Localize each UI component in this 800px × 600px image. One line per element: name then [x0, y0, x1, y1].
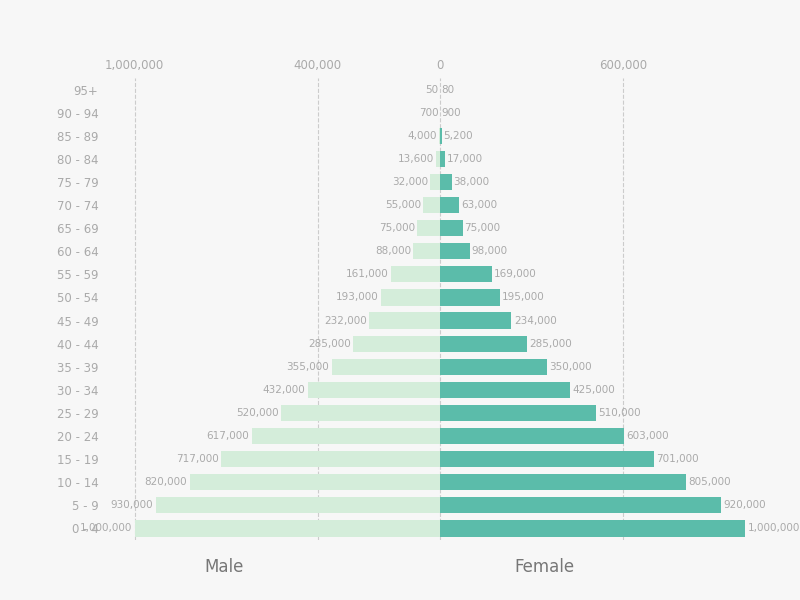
Text: Female: Female	[514, 558, 574, 576]
Text: 88,000: 88,000	[375, 246, 411, 256]
Bar	[413, 243, 440, 259]
Bar	[440, 428, 624, 444]
Text: 603,000: 603,000	[626, 431, 670, 441]
Bar	[156, 497, 440, 514]
Bar	[440, 243, 470, 259]
Text: 1,000,000: 1,000,000	[748, 523, 800, 533]
Bar	[440, 405, 596, 421]
Bar	[440, 266, 492, 283]
Text: 75,000: 75,000	[465, 223, 501, 233]
Bar	[440, 174, 452, 190]
Bar	[381, 289, 440, 305]
Bar	[190, 474, 440, 490]
Text: 425,000: 425,000	[572, 385, 615, 395]
Text: 700: 700	[418, 107, 438, 118]
Text: 193,000: 193,000	[336, 292, 378, 302]
Bar	[440, 151, 445, 167]
Text: 75,000: 75,000	[379, 223, 415, 233]
Bar	[438, 128, 440, 144]
Text: 701,000: 701,000	[657, 454, 699, 464]
Text: 520,000: 520,000	[236, 408, 278, 418]
Bar	[423, 197, 440, 213]
Text: 285,000: 285,000	[530, 338, 572, 349]
Text: 1,000,000: 1,000,000	[80, 523, 132, 533]
Text: 355,000: 355,000	[286, 362, 329, 372]
Bar	[251, 428, 440, 444]
Bar	[440, 335, 527, 352]
Bar	[353, 335, 440, 352]
Text: 617,000: 617,000	[206, 431, 249, 441]
Bar	[417, 220, 440, 236]
Text: 50: 50	[426, 85, 438, 95]
Bar	[391, 266, 440, 283]
Bar	[369, 313, 440, 329]
Bar	[134, 520, 440, 536]
Text: 98,000: 98,000	[471, 246, 507, 256]
Text: 285,000: 285,000	[308, 338, 350, 349]
Text: 161,000: 161,000	[346, 269, 388, 280]
Text: 232,000: 232,000	[324, 316, 366, 326]
Text: 55,000: 55,000	[386, 200, 422, 210]
Text: 930,000: 930,000	[111, 500, 154, 511]
Bar	[440, 359, 547, 375]
Text: Male: Male	[204, 558, 244, 576]
Bar	[436, 151, 440, 167]
Text: 38,000: 38,000	[453, 177, 490, 187]
Text: 350,000: 350,000	[550, 362, 592, 372]
Text: 32,000: 32,000	[393, 177, 429, 187]
Text: 900: 900	[442, 107, 462, 118]
Bar	[440, 197, 459, 213]
Bar	[440, 220, 463, 236]
Text: 195,000: 195,000	[502, 292, 545, 302]
Text: 717,000: 717,000	[176, 454, 218, 464]
Text: 234,000: 234,000	[514, 316, 557, 326]
Text: 5,200: 5,200	[443, 131, 473, 141]
Text: 4,000: 4,000	[408, 131, 438, 141]
Text: 169,000: 169,000	[494, 269, 537, 280]
Text: 63,000: 63,000	[461, 200, 497, 210]
Bar	[440, 497, 721, 514]
Text: 920,000: 920,000	[723, 500, 766, 511]
Bar	[281, 405, 440, 421]
Text: 805,000: 805,000	[688, 477, 731, 487]
Bar	[331, 359, 440, 375]
Text: 510,000: 510,000	[598, 408, 641, 418]
Bar	[440, 128, 442, 144]
Bar	[221, 451, 440, 467]
Text: 17,000: 17,000	[446, 154, 483, 164]
Text: 80: 80	[442, 85, 454, 95]
Bar	[440, 474, 686, 490]
Text: 432,000: 432,000	[263, 385, 306, 395]
Bar	[440, 313, 511, 329]
Text: 820,000: 820,000	[145, 477, 187, 487]
Text: 13,600: 13,600	[398, 154, 434, 164]
Bar	[308, 382, 440, 398]
Bar	[440, 451, 654, 467]
Bar	[440, 382, 570, 398]
Bar	[440, 520, 746, 536]
Bar	[440, 289, 499, 305]
Bar	[430, 174, 440, 190]
